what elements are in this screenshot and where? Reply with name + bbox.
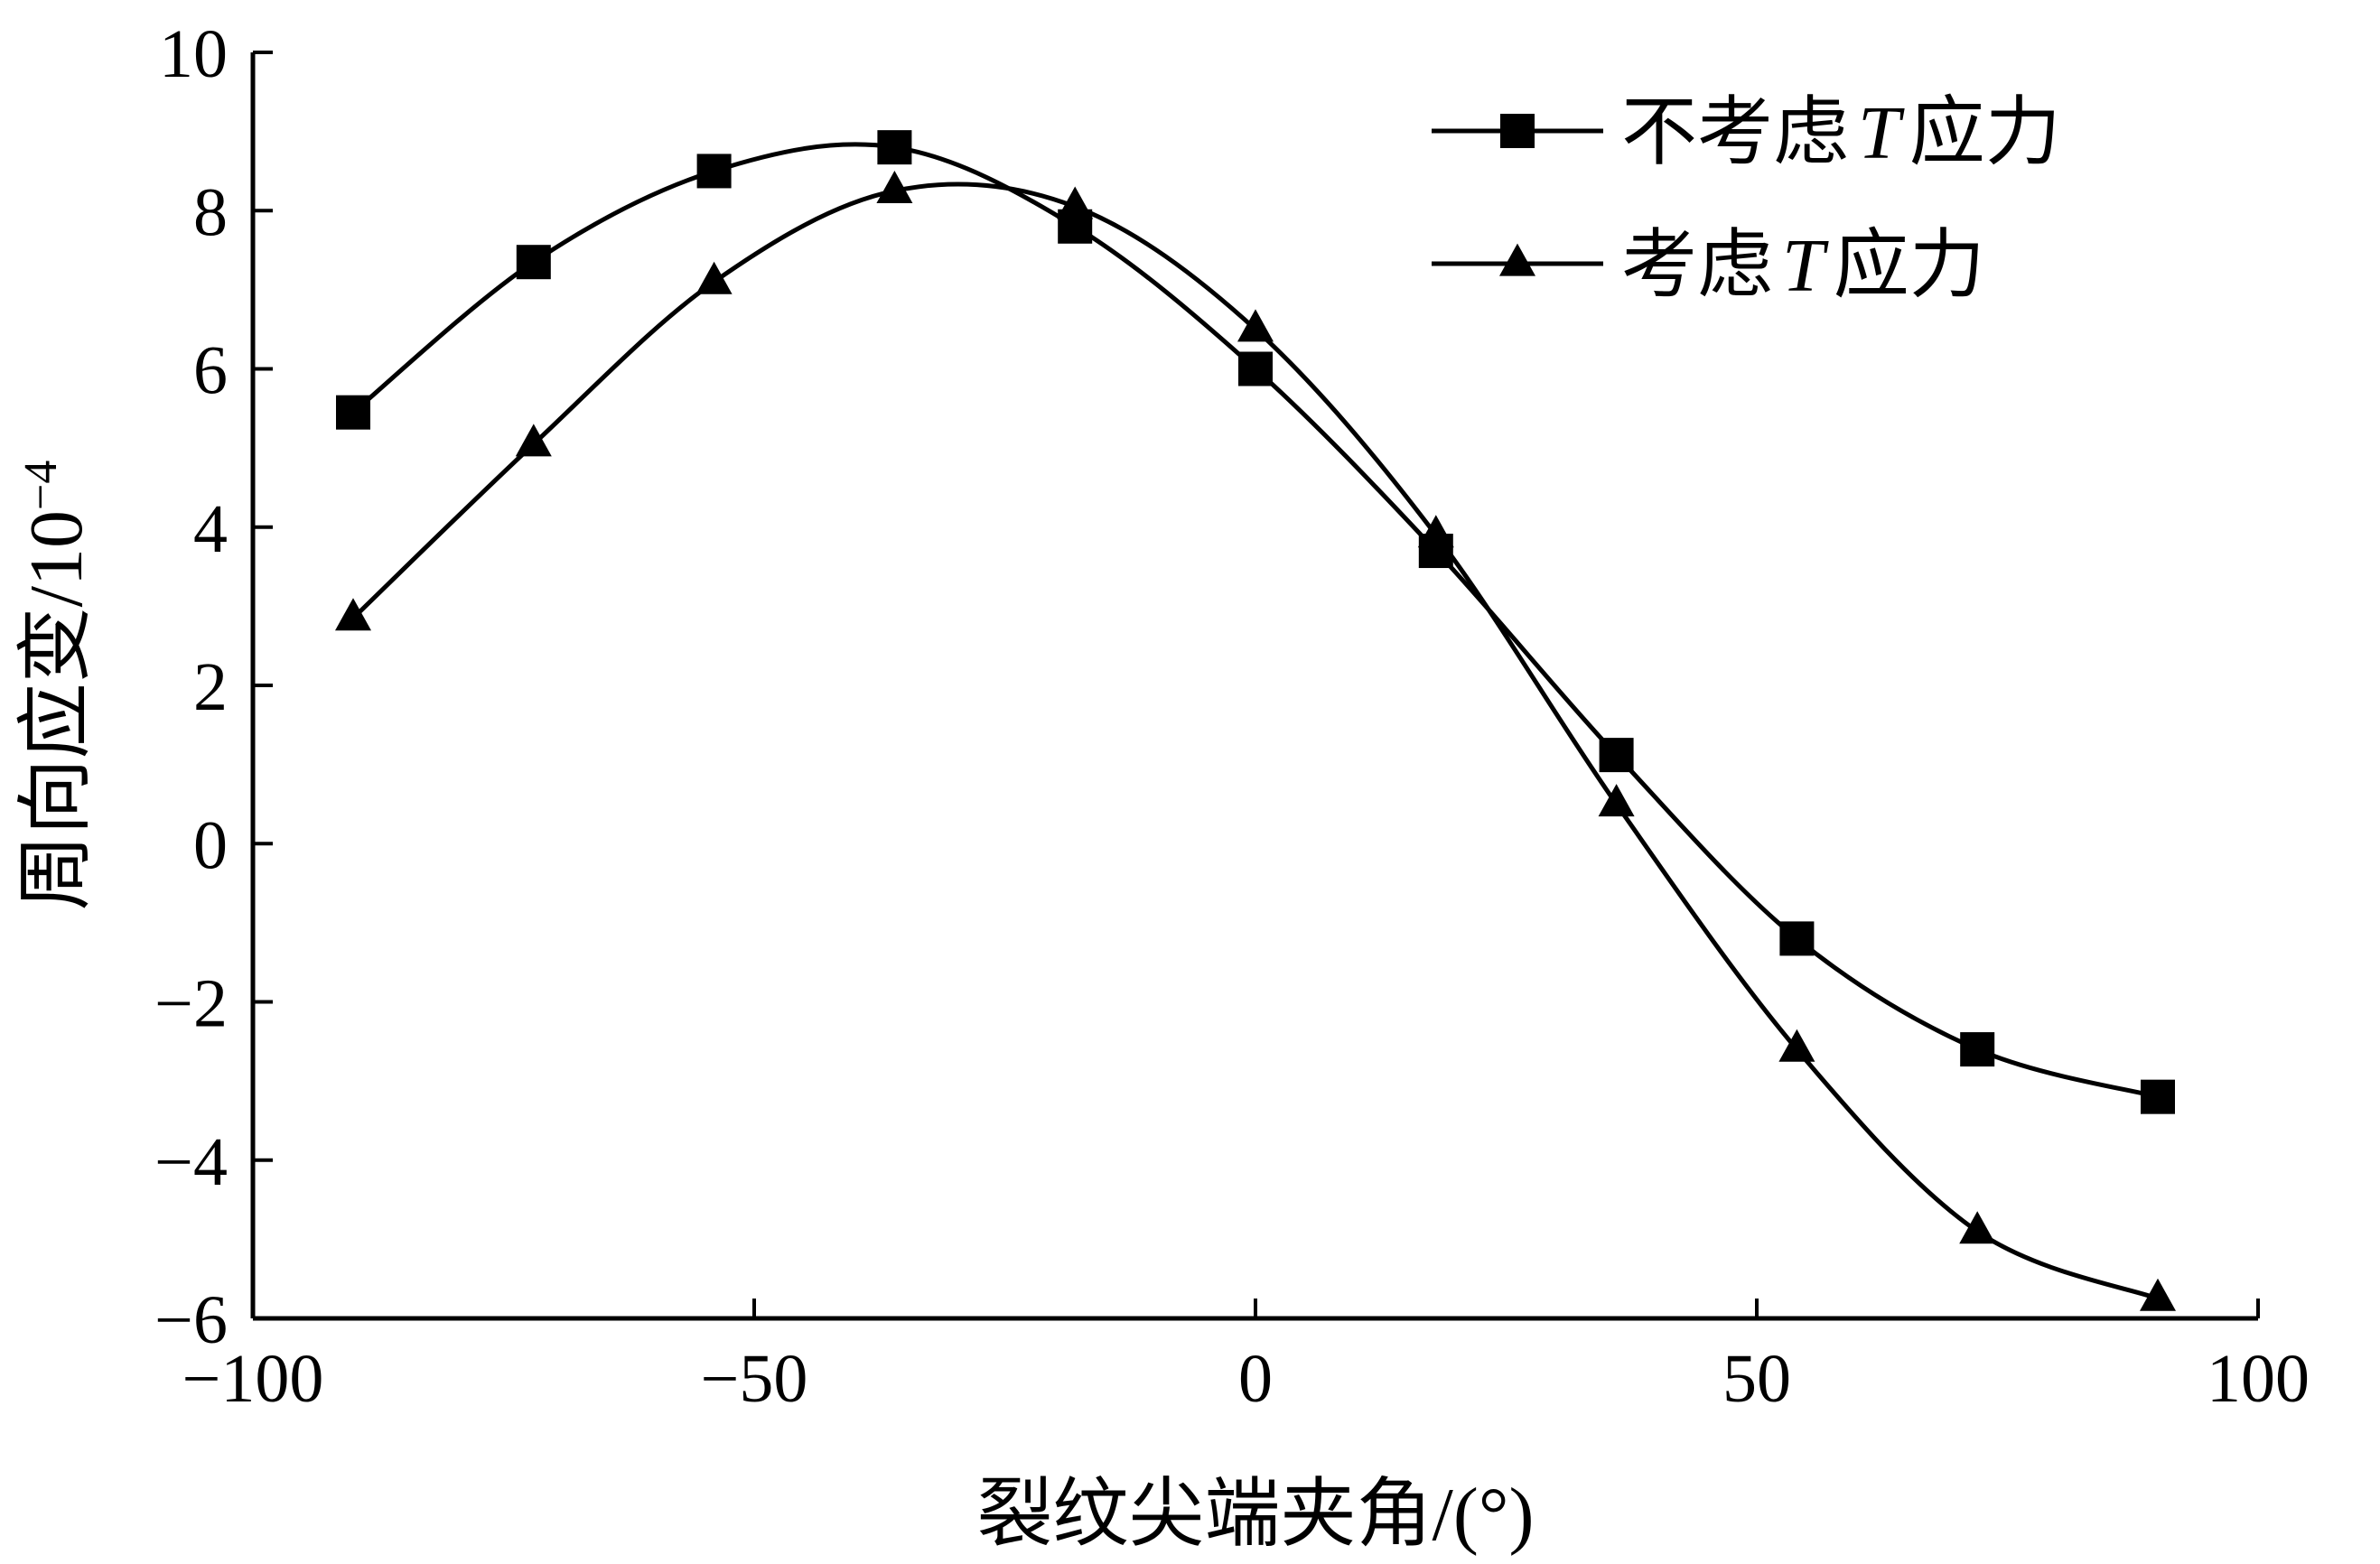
series-2-point [1778, 1029, 1815, 1062]
series-2-point [335, 598, 371, 631]
legend-entry-2: 考虑 T 应力 [1432, 224, 1985, 308]
legend-label: 考虑 T 应力 [1621, 224, 1985, 308]
legend-marker [1500, 114, 1535, 148]
x-tick-label: 100 [2207, 1341, 2310, 1417]
series-layer [335, 130, 2176, 1311]
series-1-point [1238, 351, 1273, 386]
series-1-point [1960, 1032, 1995, 1067]
series-2-point [1417, 515, 1454, 548]
ticks: −100 −50 0 50 100 −6 −4 −2 0 2 4 6 8 10 [154, 16, 2310, 1417]
x-tick-label: 0 [1238, 1341, 1273, 1417]
series-1 [336, 130, 2175, 1114]
series-2-point [2140, 1278, 2176, 1311]
series-2-point [515, 424, 552, 457]
y-tick-label: 2 [193, 649, 228, 725]
series-1-point [516, 245, 551, 280]
y-tick-label: −2 [154, 966, 228, 1042]
series-2-point [876, 171, 913, 204]
x-axis-label: 裂纹尖端夹角/(°) [977, 1473, 1535, 1557]
y-axis-label-base: 周向应变/10 [14, 510, 98, 910]
series-2-point [1237, 309, 1274, 342]
series-2-point [695, 261, 733, 294]
y-axis-label-exponent: −4 [15, 461, 67, 510]
y-axis-label-group: 周向应变/10−4 [14, 461, 98, 911]
series-2-point [1959, 1211, 1996, 1244]
series-1-point [336, 395, 370, 430]
series-1-point [1599, 738, 1634, 773]
y-tick-label: −4 [154, 1124, 228, 1200]
x-tick-label: −100 [182, 1341, 324, 1417]
x-tick-label: 50 [1722, 1341, 1791, 1417]
series-1-point [1779, 921, 1815, 956]
y-tick-label: 0 [193, 807, 228, 883]
series-2-point [1598, 784, 1635, 817]
series-2 [335, 171, 2176, 1311]
series-2-line [351, 182, 2159, 1301]
legend-marker [1499, 243, 1535, 276]
series-1-point [2141, 1079, 2175, 1114]
y-axis-label: 周向应变/10−4 [14, 461, 98, 911]
legend-entry-1: 不考虑 T 应力 [1432, 91, 2061, 175]
series-2-point [1057, 186, 1094, 219]
y-tick-label: 8 [193, 174, 228, 250]
y-tick-label: 4 [193, 491, 228, 567]
series-1-point [877, 130, 912, 165]
legend-label: 不考虑 T 应力 [1621, 91, 2061, 175]
y-tick-label: −6 [154, 1282, 228, 1358]
x-tick-label: −50 [701, 1341, 808, 1417]
y-tick-label: 10 [159, 16, 228, 92]
y-tick-label: 6 [193, 333, 228, 409]
series-1-point [696, 154, 732, 189]
